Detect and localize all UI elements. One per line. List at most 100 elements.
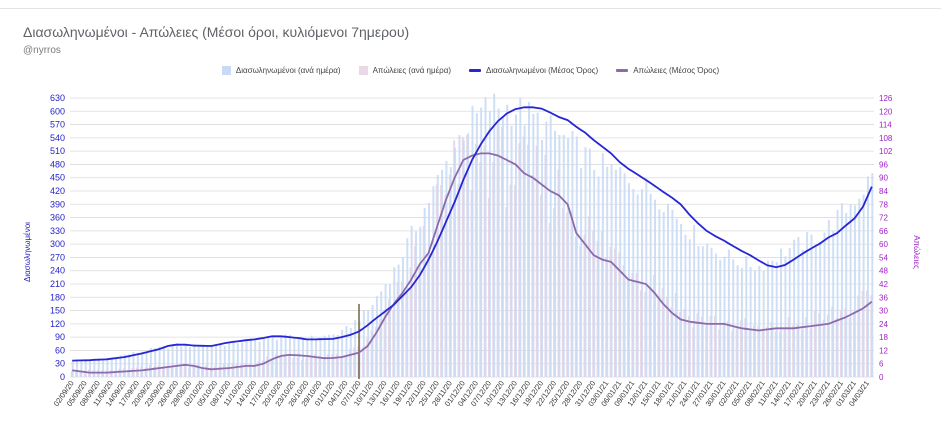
y2-tick-label: 60 <box>879 240 888 249</box>
intubated-daily-bar <box>258 341 261 377</box>
intubated-daily-bar <box>449 167 452 377</box>
deaths-daily-bar <box>114 370 117 377</box>
y-tick-label: 570 <box>50 120 65 130</box>
deaths-daily-bar <box>148 365 151 377</box>
intubated-daily-bar <box>441 169 444 377</box>
legend-item-deaths-daily[interactable]: Απώλειες (ανά ημέρα) <box>358 66 451 75</box>
intubated-daily-bar <box>575 136 578 377</box>
intubated-daily-bar <box>819 241 822 377</box>
intubated-daily-bar <box>401 257 404 377</box>
intubated-daily-bar <box>128 354 131 377</box>
deaths-daily-bar <box>231 362 234 377</box>
intubated-daily-bar <box>523 125 526 377</box>
intubated-daily-bar <box>280 337 283 377</box>
intubated-daily-bar <box>332 334 335 377</box>
intubated-daily-bar <box>793 239 796 377</box>
intubated-daily-bar <box>232 340 235 377</box>
intubated-daily-bar <box>141 351 144 377</box>
y-tick-label: 540 <box>50 133 65 143</box>
intubated-daily-bar <box>171 345 174 377</box>
y2-tick-label: 78 <box>879 200 888 209</box>
intubated-daily-bar <box>614 169 617 377</box>
deaths-daily-bar <box>240 364 243 377</box>
intubated-daily-bar <box>866 176 869 377</box>
intubated-daily-bar <box>297 338 300 377</box>
intubated-daily-bar <box>701 246 704 377</box>
intubated-daily-bar <box>102 358 105 377</box>
intubated-daily-bar <box>271 336 274 377</box>
intubated-daily-bar <box>675 218 678 377</box>
intubated-daily-bar <box>562 134 565 377</box>
intubated-daily-bar <box>658 209 661 377</box>
intubated-daily-bar <box>76 359 78 377</box>
intubated-daily-bar <box>210 346 213 377</box>
intubated-daily-bar <box>84 359 87 377</box>
intubated-daily-bar <box>219 344 222 377</box>
intubated-daily-bar <box>119 355 122 377</box>
intubated-daily-bar <box>328 334 331 377</box>
intubated-daily-bar <box>175 343 178 377</box>
y2-tick-label: 12 <box>879 346 888 355</box>
intubated-daily-bar <box>554 130 557 377</box>
intubated-daily-bar <box>288 335 291 377</box>
y2-tick-label: 24 <box>879 320 888 329</box>
intubated-daily-bar <box>853 205 856 377</box>
intubated-daily-bar <box>693 224 696 377</box>
intubated-daily-bar <box>510 125 513 377</box>
intubated-daily-bar <box>571 131 574 377</box>
y-axis-left-ticks: 0 30 60 90 120 150 180 210 240 270 300 330 360 390 420… <box>50 93 65 382</box>
intubated-daily-bar <box>302 337 304 377</box>
intubated-daily-bar <box>606 166 609 377</box>
intubated-daily-bar <box>162 345 165 377</box>
deaths-daily-bar <box>248 363 251 377</box>
intubated-daily-bar <box>784 256 787 377</box>
deaths-daily-bar <box>144 367 147 377</box>
intubated-daily-bar <box>584 147 587 377</box>
intubated-daily-bar <box>136 352 139 377</box>
legend-item-intubated-average[interactable]: Διασωληνωμένοι (Μέσος Όρος) <box>469 66 598 75</box>
intubated-daily-bar <box>806 232 809 377</box>
intubated-daily-bar <box>384 284 387 377</box>
y2-tick-label: 48 <box>879 267 888 276</box>
intubated-daily-bar <box>145 351 148 377</box>
intubated-daily-bar <box>871 173 874 377</box>
deaths-daily-bar <box>244 364 247 377</box>
intubated-daily-bar <box>236 343 239 377</box>
chart-subtitle: @nyrros <box>23 45 61 56</box>
y-axis-left-title: Διασωληνωμένοι <box>23 222 32 282</box>
intubated-daily-bar <box>501 116 504 378</box>
legend-swatch <box>358 66 368 75</box>
intubated-daily-bar <box>158 346 161 377</box>
intubated-daily-bar <box>549 115 552 378</box>
intubated-daily-bar <box>241 342 244 377</box>
y-tick-label: 0 <box>60 372 65 382</box>
intubated-daily-bar <box>249 338 252 377</box>
intubated-daily-bar <box>762 270 765 377</box>
intubated-daily-bar <box>154 348 157 377</box>
y2-tick-label: 72 <box>879 214 888 223</box>
intubated-daily-bar <box>680 224 683 377</box>
y-tick-label: 450 <box>50 173 65 183</box>
intubated-daily-bar <box>180 346 183 377</box>
intubated-daily-bar <box>432 186 435 377</box>
legend-item-intubated-daily[interactable]: Διασωληνωμένοι (ανά ημέρα) <box>221 66 341 75</box>
intubated-daily-bar <box>475 113 478 378</box>
intubated-daily-bar <box>840 203 843 377</box>
intubated-daily-bar <box>354 320 357 377</box>
intubated-daily-bar <box>380 291 383 377</box>
intubated-daily-bar <box>588 148 591 377</box>
y2-tick-label: 84 <box>879 187 888 196</box>
intubated-daily-bar <box>567 138 570 377</box>
intubated-daily-bar <box>601 153 604 377</box>
y2-tick-label: 120 <box>879 107 893 116</box>
intubated-daily-bar <box>189 346 191 377</box>
deaths-daily-bar <box>131 367 134 377</box>
chart-title: Διασωληνωμένοι - Απώλειες (Μέσοι όροι, κ… <box>23 24 410 40</box>
intubated-daily-bar <box>832 230 835 377</box>
intubated-daily-bar <box>349 327 352 377</box>
intubated-daily-bar <box>745 256 748 377</box>
legend-item-deaths-average[interactable]: Απώλειες (Μέσος Όρος) <box>616 66 719 75</box>
y2-tick-label: 108 <box>879 134 893 143</box>
intubated-daily-bar <box>636 194 639 377</box>
intubated-daily-bar <box>506 104 509 378</box>
